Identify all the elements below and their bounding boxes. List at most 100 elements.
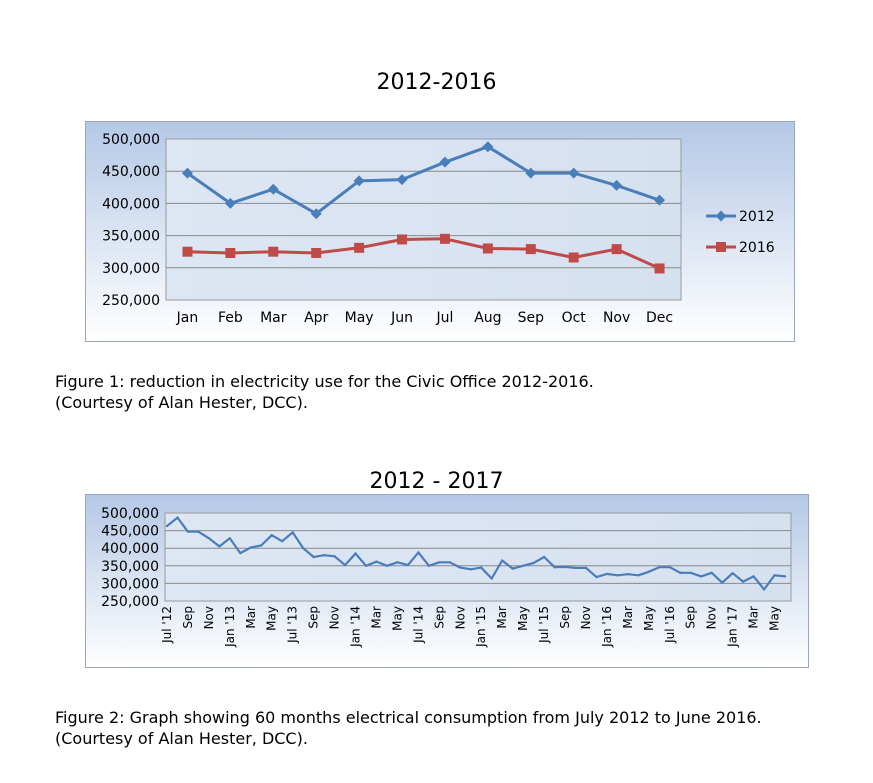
c2-y-tick-label: 350,000	[101, 559, 159, 575]
c2-series-1-point	[563, 565, 567, 569]
c1-series-2012-point	[525, 167, 537, 179]
c2-series-1-point	[647, 570, 651, 573]
c1-series-2012-point	[181, 167, 193, 179]
c1-x-tick-label: Feb	[218, 310, 243, 326]
c2-x-tick-label: Mar	[369, 606, 383, 629]
c2-x-tick-label: May	[265, 606, 279, 631]
c1-series-2012-point	[310, 208, 322, 220]
chart2-frame: 250,000 300,000 350,000 400,000 450,000 500,0…	[85, 494, 809, 668]
c2-x-tick-label: Nov	[705, 606, 719, 629]
figure1-caption-line2: (Courtesy of Alan Hester, DCC).	[55, 393, 308, 412]
c1-y-tick-label: 250,000	[102, 293, 160, 309]
c1-x-tick-label: Nov	[603, 310, 630, 326]
c2-series-1-point	[239, 551, 242, 555]
c1-series-2012-point	[611, 179, 623, 191]
c2-series-1-point	[480, 566, 483, 569]
c1-series-2012-point	[568, 167, 580, 179]
c1-series-2016-point	[225, 247, 236, 258]
c1-x-tick-label: Oct	[562, 310, 587, 326]
c2-x-tick-label: Nov	[453, 606, 467, 629]
c2-series-1-point	[490, 577, 493, 580]
c2-series-1-point	[333, 555, 336, 558]
c2-series-1-point	[521, 564, 525, 567]
c2-series-1-point	[438, 561, 441, 564]
c1-series-2012-point	[439, 156, 451, 168]
c2-series-1-point	[301, 547, 305, 550]
c1-x-tick-label: May	[345, 310, 374, 326]
chart2-plot-area	[164, 512, 792, 602]
c2-series-1-point	[375, 560, 378, 563]
c2-series-1-point	[448, 561, 452, 564]
c2-x-tick-label: Sep	[684, 606, 698, 629]
c2-x-tick-label: Sep	[307, 606, 321, 629]
c2-series-1-point	[218, 545, 221, 548]
c1-y-tick-label: 300,000	[102, 261, 160, 277]
c2-x-tick-label: Sep	[181, 606, 195, 629]
c2-x-tick-label: Mar	[244, 606, 258, 629]
c2-x-tick-label: Jan '14	[349, 606, 363, 648]
c2-series-1-point	[584, 566, 588, 570]
c1-x-tick-label: Dec	[646, 310, 673, 326]
c2-series-1-point	[689, 571, 692, 575]
c1-series-2016-point	[354, 242, 365, 253]
chart1-legend-2012-label: 2012	[739, 209, 775, 225]
c2-series-1-point	[679, 571, 682, 575]
c2-y-tick-label: 300,000	[101, 576, 159, 592]
c2-series-1-point	[731, 571, 734, 575]
c1-series-2016-point	[182, 246, 193, 257]
c2-x-tick-label: May	[768, 606, 782, 631]
c2-series-1-point	[511, 567, 514, 570]
c2-x-tick-label: Nov	[328, 606, 342, 629]
c2-x-tick-label: Jan '15	[474, 606, 488, 648]
c2-series-1-point	[500, 559, 504, 562]
c2-y-tick-label: 500,000	[101, 506, 159, 522]
c2-x-tick-label: Jan '16	[600, 606, 614, 648]
c1-x-tick-label: Jul	[436, 310, 454, 326]
c2-series-1-point	[270, 533, 273, 537]
chart1-frame: 250,000 300,000 350,000 400,000 450,000 500,0…	[85, 121, 795, 342]
c2-series-1-point	[762, 588, 766, 591]
c2-series-1-point	[281, 539, 284, 543]
c2-x-tick-label: Jul '14	[411, 606, 425, 644]
c2-series-1-point	[406, 563, 410, 567]
c2-series-1-point	[773, 574, 776, 577]
c1-y-tick-label: 500,000	[102, 132, 160, 148]
c2-x-tick-label: Mar	[495, 606, 509, 629]
c2-series-1-point	[364, 564, 368, 567]
c2-series-1-point	[260, 544, 263, 547]
c2-x-tick-label: Jul '15	[537, 606, 551, 644]
c1-series-2016-line	[187, 237, 661, 270]
c2-x-tick-label: Mar	[747, 606, 761, 629]
c2-series-1-point	[637, 574, 640, 577]
c2-series-1-line	[166, 516, 786, 591]
c1-x-tick-label: Apr	[304, 310, 328, 326]
c2-series-1-point	[207, 537, 211, 540]
c2-x-tick-label: Jul '16	[663, 606, 677, 644]
c2-x-tick-label: Jan '17	[726, 606, 740, 648]
c1-series-2016-point	[568, 252, 579, 263]
figure2-caption: Figure 2: Graph showing 60 months electr…	[55, 707, 762, 749]
c2-series-1-point	[700, 575, 703, 578]
chart1-title: 2012-2016	[376, 70, 497, 95]
chart1-plot-area	[165, 138, 682, 301]
c2-x-tick-label: May	[516, 606, 530, 631]
c2-series-1-point	[427, 564, 431, 567]
c2-series-1-point	[595, 575, 598, 579]
c1-y-tick-label: 450,000	[102, 164, 160, 180]
c2-series-1-point	[752, 575, 755, 578]
c1-series-2016-point	[482, 243, 493, 254]
c2-series-1-point	[616, 574, 619, 577]
c1-series-2012-point	[353, 175, 365, 187]
c2-series-1-point	[553, 566, 556, 569]
figure2-caption-line2: (Courtesy of Alan Hester, DCC).	[55, 729, 308, 748]
c1-x-tick-label: Sep	[518, 310, 545, 326]
c2-series-1-point	[459, 566, 462, 569]
c2-x-tick-label: Sep	[432, 606, 446, 629]
c1-series-2016-point	[654, 263, 665, 274]
c1-x-tick-label: Jan	[176, 310, 199, 326]
c1-series-2012-point	[224, 197, 236, 209]
chart1-svg: 250,000 300,000 350,000 400,000 450,000 500,0…	[86, 122, 794, 341]
c1-y-tick-label: 350,000	[102, 229, 160, 245]
c1-x-tick-label: Aug	[474, 310, 501, 326]
